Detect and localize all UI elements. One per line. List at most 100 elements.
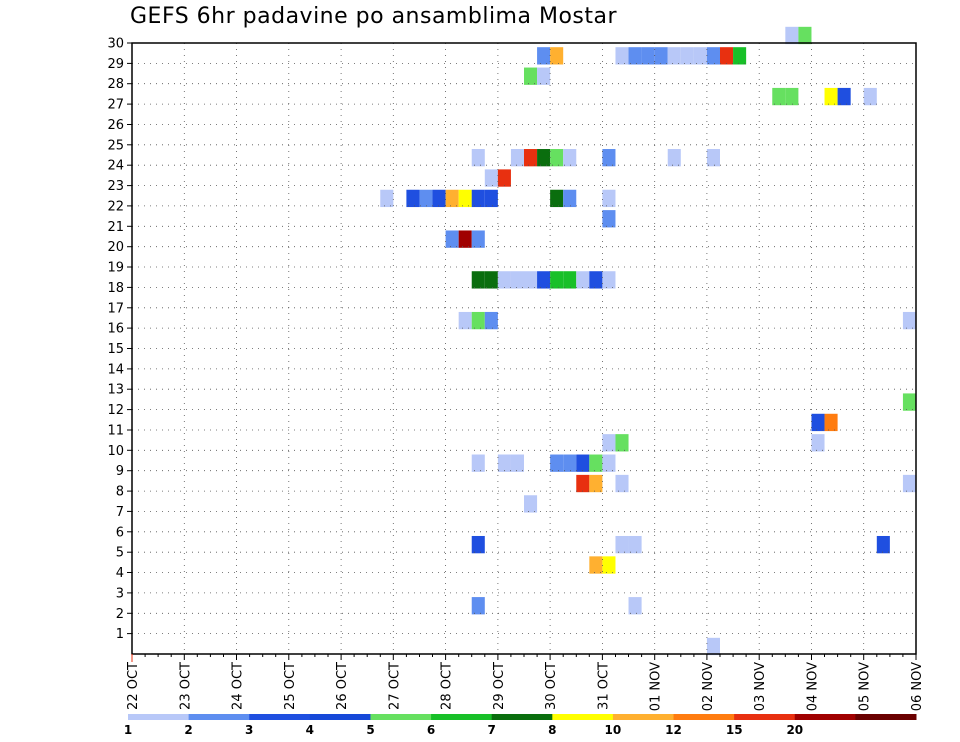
- heatmap-cell: [837, 87, 851, 106]
- y-tick-label: 6: [116, 525, 124, 540]
- colorbar-swatch: [128, 714, 190, 720]
- heatmap-cell: [615, 535, 629, 554]
- heatmap-cell: [458, 189, 472, 208]
- x-tick-label: 02 NOV: [701, 662, 716, 711]
- x-tick-label: 03 NOV: [753, 662, 768, 711]
- heatmap-cell: [706, 47, 720, 65]
- heatmap-cell: [602, 210, 616, 228]
- heatmap-cell: [537, 67, 551, 85]
- y-tick-label: 21: [107, 220, 124, 235]
- heatmap-cell: [628, 47, 642, 65]
- heatmap-cell: [563, 454, 577, 472]
- heatmap-cell: [615, 474, 629, 493]
- heatmap-cell: [680, 47, 694, 65]
- x-tick-label: 26 OCT: [335, 662, 350, 710]
- y-tick-label: 3: [116, 586, 124, 601]
- heatmap-cell: [706, 637, 720, 656]
- x-tick-label: 06 NOV: [910, 662, 925, 711]
- axis-layer: 1234567891011121314151617181920212223242…: [107, 37, 925, 712]
- heatmap-cell: [471, 230, 485, 248]
- heatmap-cell: [785, 87, 799, 106]
- x-tick-label: 01 NOV: [649, 662, 664, 711]
- heatmap-cell: [484, 271, 498, 289]
- heatmap-cell: [432, 189, 446, 208]
- colorbar-swatch: [734, 714, 796, 720]
- heatmap-cell: [497, 454, 511, 472]
- heatmap-cell: [615, 434, 629, 452]
- heatmap-cell: [497, 169, 511, 187]
- heatmap-cell: [902, 474, 916, 493]
- colorbar-swatch: [249, 714, 311, 720]
- heatmap-cell: [602, 454, 616, 472]
- heatmap-cell: [824, 413, 838, 432]
- heatmap-cell: [471, 149, 485, 167]
- y-tick-label: 2: [116, 607, 124, 622]
- x-tick-label: 23 OCT: [178, 662, 193, 710]
- colorbar-label: 8: [548, 723, 556, 737]
- heatmap-cell: [602, 271, 616, 289]
- heatmap-cell: [615, 47, 629, 65]
- heatmap-cell: [537, 271, 551, 289]
- heatmap-cell: [576, 271, 590, 289]
- y-tick-label: 10: [107, 444, 124, 459]
- colorbar-label: 1: [124, 723, 132, 737]
- heatmap-cell: [458, 230, 472, 248]
- heatmap-cell: [484, 189, 498, 208]
- y-tick-label: 12: [107, 403, 124, 418]
- heatmap-cell: [876, 535, 890, 554]
- heatmap-cell: [798, 26, 812, 45]
- heatmap-cell: [693, 47, 707, 65]
- heatmap-cell: [785, 26, 799, 45]
- heatmap-cell: [471, 189, 485, 208]
- heatmap-cell: [811, 434, 825, 452]
- y-tick-label: 29: [107, 57, 124, 72]
- heatmap-cell: [550, 189, 564, 208]
- heatmap-cell: [706, 149, 720, 167]
- colorbar-swatch: [188, 714, 250, 720]
- heatmap-cell: [445, 189, 459, 208]
- heatmap-cell: [471, 535, 485, 554]
- heatmap-cell: [667, 149, 681, 167]
- heatmap-cell: [772, 87, 786, 106]
- y-tick-label: 27: [107, 98, 124, 113]
- colorbar-label: 6: [427, 723, 435, 737]
- cells-layer: [380, 26, 916, 656]
- colorbar-swatch: [855, 714, 917, 720]
- y-tick-label: 24: [107, 159, 124, 174]
- x-tick-label: 22 OCT: [126, 662, 141, 710]
- colorbar-label: 15: [726, 723, 743, 737]
- heatmap-cell: [902, 311, 916, 330]
- heatmap-cell: [602, 189, 616, 208]
- heatmap-cell: [602, 434, 616, 452]
- y-tick-label: 14: [107, 362, 124, 377]
- heatmap-cell: [589, 556, 603, 574]
- heatmap-cell: [589, 474, 603, 493]
- heatmap-cell: [641, 47, 655, 65]
- heatmap-cell: [524, 149, 538, 167]
- heatmap-cell: [811, 413, 825, 432]
- heatmap-cell: [471, 597, 485, 615]
- colorbar-swatch: [491, 714, 553, 720]
- heatmap-cell: [510, 271, 524, 289]
- heatmap-cell: [720, 47, 734, 65]
- heatmap-cell: [524, 271, 538, 289]
- heatmap-cell: [524, 495, 538, 513]
- y-tick-label: 7: [116, 505, 124, 520]
- heatmap-cell: [628, 597, 642, 615]
- y-tick-label: 23: [107, 179, 124, 194]
- heatmap-cell: [576, 474, 590, 493]
- heatmap-cell: [733, 47, 747, 65]
- heatmap-cell: [550, 47, 564, 65]
- colorbar-label: 4: [306, 723, 314, 737]
- colorbar-label: 5: [366, 723, 374, 737]
- heatmap-cell: [537, 47, 551, 65]
- heatmap-cell: [406, 189, 420, 208]
- y-tick-label: 9: [116, 464, 124, 479]
- grid-layer: [132, 42, 916, 654]
- heatmap-cell: [419, 189, 433, 208]
- colorbar-swatch: [552, 714, 614, 720]
- y-tick-label: 8: [116, 485, 124, 500]
- heatmap-cell: [550, 454, 564, 472]
